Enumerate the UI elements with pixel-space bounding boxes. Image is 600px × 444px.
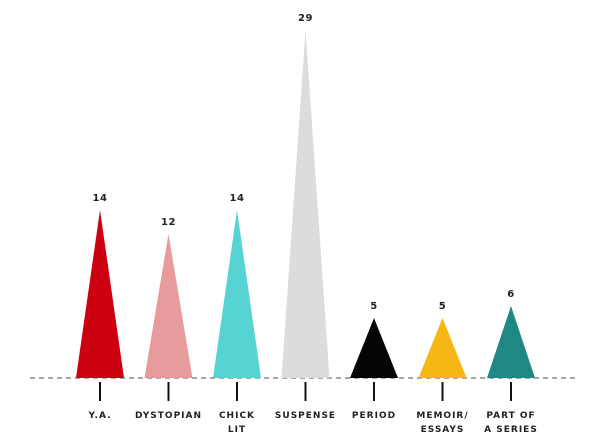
value-label: 5: [439, 301, 446, 312]
category-label: CHICK LIT: [218, 411, 256, 435]
triangle-bar: [76, 210, 124, 378]
triangle-bar: [487, 306, 535, 378]
category-label: PERIOD: [351, 411, 397, 421]
category-label: MEMOIR/ ESSAYS: [416, 411, 469, 435]
triangle-bar: [350, 318, 398, 378]
category-label: SUSPENSE: [274, 411, 337, 421]
category-label: PART OF A SERIES: [484, 411, 538, 435]
triangle-bar: [144, 234, 193, 378]
value-label: 5: [370, 301, 377, 312]
value-label: 14: [93, 193, 108, 204]
value-label: 29: [298, 13, 313, 24]
value-label: 14: [230, 193, 245, 204]
triangle-bar: [281, 30, 330, 378]
triangle-bar: [418, 318, 467, 378]
category-label: DYSTOPIAN: [134, 411, 203, 421]
value-label: 6: [507, 289, 514, 300]
value-label: 12: [161, 217, 176, 228]
category-label: Y.A.: [88, 411, 112, 421]
triangle-bar: [213, 210, 261, 378]
